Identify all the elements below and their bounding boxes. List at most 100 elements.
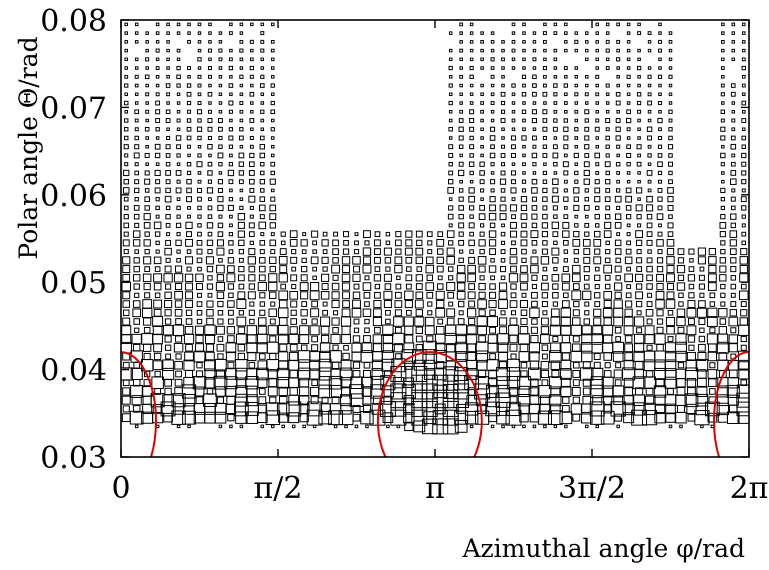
data-box (487, 316, 499, 327)
data-box (501, 57, 505, 62)
data-box (134, 22, 139, 27)
data-box (726, 411, 740, 424)
data-box (530, 256, 539, 265)
data-box (501, 144, 506, 149)
data-box (478, 213, 486, 221)
data-box (616, 144, 621, 149)
data-box (164, 265, 172, 273)
data-box (310, 308, 320, 318)
data-box (613, 369, 623, 379)
data-box (145, 92, 150, 97)
data-box (731, 40, 736, 44)
data-box (488, 378, 498, 388)
data-box (381, 350, 395, 363)
data-box (647, 74, 652, 79)
data-box (175, 353, 182, 360)
data-box (260, 39, 265, 44)
data-box (152, 316, 164, 328)
data-box (731, 31, 736, 35)
data-box (260, 74, 265, 79)
data-box (206, 388, 214, 395)
data-box (479, 205, 485, 211)
data-box (260, 170, 265, 176)
data-box (522, 48, 526, 53)
data-box (186, 231, 192, 238)
data-box (552, 336, 559, 342)
data-box (675, 333, 687, 345)
data-box (153, 299, 163, 309)
data-box (227, 414, 235, 422)
data-box (145, 101, 149, 105)
data-box (633, 316, 645, 327)
data-box (258, 396, 267, 405)
data-box (166, 40, 170, 44)
data-box (216, 274, 225, 282)
data-box (247, 351, 257, 362)
data-box (531, 205, 538, 211)
data-box (656, 213, 664, 220)
data-box (469, 424, 474, 429)
data-box (573, 187, 580, 194)
data-box (490, 144, 495, 150)
data-box (271, 153, 275, 158)
data-box (290, 309, 297, 316)
data-box (196, 109, 203, 115)
data-box (664, 359, 677, 371)
data-box (271, 136, 275, 140)
data-box (488, 239, 497, 247)
data-box (206, 317, 214, 326)
data-box (720, 283, 726, 290)
data-box (676, 387, 686, 396)
data-box (341, 256, 351, 265)
data-box (574, 223, 579, 228)
data-box (143, 352, 151, 361)
data-box (511, 127, 516, 132)
data-box (708, 256, 717, 265)
data-box (310, 386, 320, 397)
data-box (532, 48, 537, 53)
data-box (646, 126, 653, 132)
data-box (229, 22, 233, 27)
data-box (646, 283, 653, 290)
data-box (270, 48, 275, 53)
data-box (605, 153, 610, 158)
data-box (467, 291, 476, 300)
data-box (511, 57, 516, 62)
data-box (595, 101, 599, 105)
data-box (697, 247, 706, 256)
data-box (379, 400, 396, 417)
data-box (184, 273, 194, 283)
data-box (133, 283, 140, 290)
data-box (165, 118, 171, 123)
data-box (288, 394, 300, 406)
data-box (384, 257, 392, 264)
data-box (686, 325, 697, 336)
data-box (144, 205, 150, 211)
data-box (154, 169, 161, 177)
data-box (561, 273, 571, 283)
data-box (134, 74, 139, 79)
data-box (480, 40, 484, 44)
data-box (480, 92, 484, 97)
data-box (647, 188, 652, 193)
data-box (124, 57, 128, 62)
data-box (176, 127, 181, 131)
data-box (688, 266, 695, 272)
data-box (459, 57, 463, 62)
data-box (730, 257, 737, 264)
data-box (432, 418, 449, 435)
data-box (668, 424, 673, 429)
data-box (249, 187, 255, 193)
data-box (207, 91, 213, 97)
data-box (227, 265, 235, 273)
data-box (614, 239, 622, 247)
data-box (155, 40, 160, 44)
data-box (605, 48, 610, 53)
data-box (249, 152, 255, 159)
data-box (134, 249, 139, 254)
data-box (654, 411, 666, 424)
data-box (615, 91, 621, 97)
data-box (207, 292, 213, 298)
data-box (719, 274, 727, 282)
data-box (731, 127, 736, 132)
